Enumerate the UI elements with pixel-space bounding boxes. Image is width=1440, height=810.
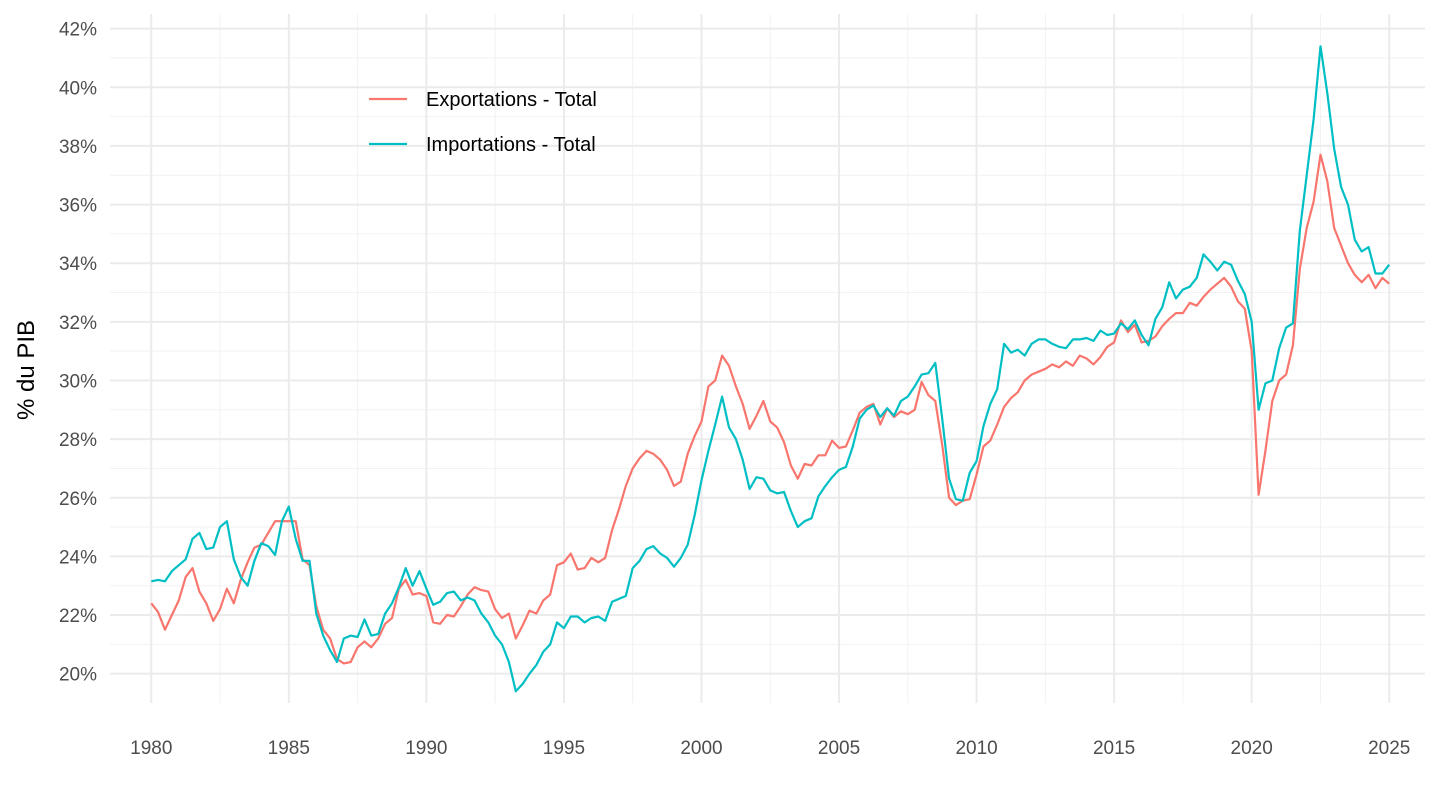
- minor-gridlines: [110, 14, 1425, 703]
- y-tick-label: 38%: [59, 137, 97, 158]
- y-tick-label: 34%: [59, 254, 97, 275]
- legend-label: Importations - Total: [426, 134, 596, 156]
- y-tick-label: 22%: [59, 606, 97, 627]
- major-gridlines: [110, 14, 1425, 703]
- y-axis-tick-labels: 20% 22% 24% 26% 28% 30% 32% 34% 36% 38% 40% 42%: [59, 20, 97, 686]
- y-tick-label: 42%: [59, 20, 97, 41]
- legend: Exportations - Total Importations - Total: [369, 89, 597, 156]
- y-axis-title: % du PIB: [13, 320, 40, 420]
- x-tick-label: 1990: [405, 738, 447, 759]
- y-tick-label: 32%: [59, 313, 97, 334]
- x-tick-label: 2000: [680, 738, 722, 759]
- x-tick-label: 2020: [1231, 738, 1273, 759]
- legend-label: Exportations - Total: [426, 89, 597, 111]
- x-tick-label: 2010: [955, 738, 997, 759]
- x-tick-label: 2015: [1093, 738, 1135, 759]
- y-tick-label: 40%: [59, 78, 97, 99]
- x-tick-label: 2025: [1368, 738, 1410, 759]
- y-tick-label: 20%: [59, 665, 97, 686]
- series-line: [150, 153, 1390, 665]
- series-line: [151, 45, 1391, 693]
- series-lines: [150, 45, 1391, 693]
- y-tick-label: 30%: [59, 371, 97, 392]
- y-tick-label: 24%: [59, 547, 97, 568]
- y-tick-label: 26%: [59, 489, 97, 510]
- y-tick-label: 28%: [59, 430, 97, 451]
- x-tick-label: 1980: [130, 738, 172, 759]
- x-tick-label: 1995: [543, 738, 585, 759]
- x-tick-label: 1985: [268, 738, 310, 759]
- x-tick-label: 2005: [818, 738, 860, 759]
- y-tick-label: 36%: [59, 196, 97, 217]
- x-axis-tick-labels: 1980 1985 1990 1995 2000 2005 2010 2015 2020 2025: [130, 738, 1410, 759]
